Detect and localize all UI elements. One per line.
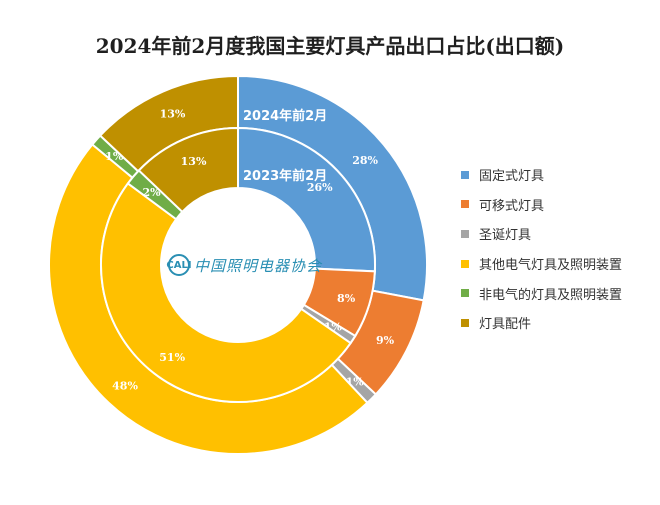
inner-slice-0: [237, 126, 376, 273]
chart-title: 2024年前2月度我国主要灯具产品出口占比(出口额): [95, 34, 565, 58]
outer-series-label: 2024年前2月: [243, 108, 327, 124]
inner-data-label-1: 8%: [337, 292, 356, 305]
outer-data-label-3: 48%: [112, 379, 138, 392]
legend-item: 可移式灯具: [461, 190, 622, 220]
inner-slice-3: [99, 182, 352, 403]
inner-series-label: 2023年前2月: [243, 168, 327, 184]
logo-text: 中国照明电器协会: [194, 256, 323, 275]
legend: 固定式灯具可移式灯具圣诞灯具其他电气灯具及照明装置 非电气的灯具及照明装置 灯具配件: [461, 160, 622, 338]
inner-data-label-5: 13%: [181, 155, 207, 168]
legend-label: 固定式灯具: [479, 169, 545, 185]
legend-swatch: [461, 289, 469, 298]
legend-label: 其他电气灯具及照明装置: [479, 258, 623, 274]
logo-mark: CALI: [166, 254, 192, 276]
legend-swatch: [461, 229, 469, 238]
inner-data-label-4: 2%: [143, 186, 162, 199]
legend-swatch: [461, 200, 469, 209]
inner-data-label-3: 51%: [159, 351, 185, 364]
legend-item: 固定式灯具: [461, 160, 622, 190]
inner-data-label-0: 26%: [307, 181, 333, 194]
legend-item: 非电气的灯具及照明装置: [461, 278, 622, 308]
legend-item: 灯具配件: [461, 308, 622, 338]
inner-slice-5: [137, 126, 239, 214]
legend-swatch: [461, 318, 469, 327]
legend-label: 灯具配件: [479, 317, 532, 333]
legend-item: 圣诞灯具: [461, 219, 622, 249]
association-logo: CALI 中国照明电器协会: [166, 254, 323, 276]
legend-swatch: [461, 170, 469, 179]
outer-data-label-0: 28%: [352, 154, 378, 167]
legend-label: 非电气的灯具及照明装置: [479, 287, 623, 303]
legend-item: 其他电气灯具及照明装置: [461, 249, 622, 279]
legend-label: 圣诞灯具: [479, 228, 532, 244]
outer-data-label-5: 13%: [160, 108, 186, 121]
legend-label: 可移式灯具: [479, 198, 545, 214]
legend-swatch: [461, 259, 469, 268]
outer-data-label-1: 9%: [376, 334, 395, 347]
